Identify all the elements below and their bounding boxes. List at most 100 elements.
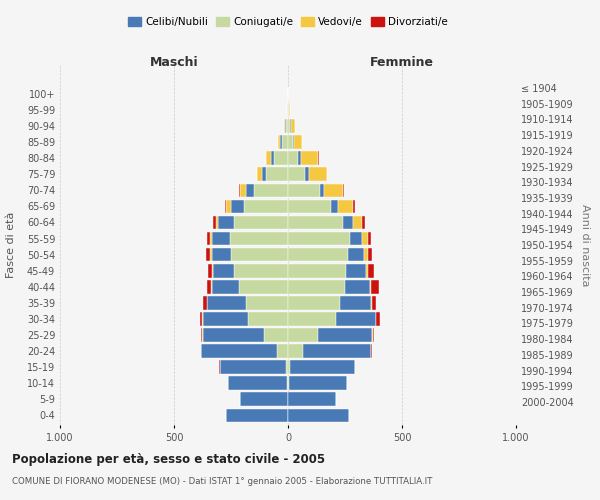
Bar (207, 296, 246, 310)
Bar (317, 328, 373, 342)
Bar (214, 216, 216, 230)
Bar (208, 264, 212, 278)
Bar (218, 216, 235, 230)
Bar (212, 248, 231, 262)
Bar (280, 136, 283, 149)
Bar (290, 360, 355, 374)
Bar (305, 168, 308, 181)
Text: Femmine: Femmine (370, 56, 434, 69)
Bar (286, 360, 288, 374)
Y-axis label: Fasce di età: Fasce di età (5, 212, 16, 278)
Bar (343, 216, 353, 230)
Bar (293, 136, 295, 149)
Text: COMUNE DI FIORANO MODENESE (MO) - Dati ISTAT 1° gennaio 2005 - Elaborazione TUTT: COMUNE DI FIORANO MODENESE (MO) - Dati I… (12, 478, 433, 486)
Bar (343, 184, 344, 197)
Bar (235, 216, 288, 230)
Bar (289, 376, 347, 390)
Bar (212, 232, 230, 245)
Bar (202, 344, 277, 358)
Bar (246, 296, 288, 310)
Bar (248, 312, 288, 326)
Bar (320, 184, 325, 197)
Bar (231, 200, 244, 213)
Bar (371, 296, 372, 310)
Bar (371, 280, 379, 293)
Bar (288, 103, 289, 117)
Bar (262, 168, 266, 181)
Bar (353, 216, 362, 230)
Bar (338, 200, 353, 213)
Bar (211, 232, 212, 245)
Bar (200, 312, 202, 326)
Bar (288, 184, 320, 197)
Bar (288, 216, 343, 230)
Bar (289, 103, 290, 117)
Bar (308, 168, 327, 181)
Text: Maschi: Maschi (149, 56, 199, 69)
Bar (288, 136, 293, 149)
Bar (226, 200, 231, 213)
Bar (231, 248, 288, 262)
Bar (368, 264, 373, 278)
Bar (266, 152, 271, 165)
Bar (288, 280, 345, 293)
Bar (230, 232, 288, 245)
Legend: Celibi/Nubili, Coniugati/e, Vedovi/e, Divorziati/e: Celibi/Nubili, Coniugati/e, Vedovi/e, Di… (124, 12, 452, 31)
Bar (288, 360, 290, 374)
Bar (350, 232, 362, 245)
Bar (362, 216, 365, 230)
Bar (290, 119, 292, 133)
Bar (220, 360, 286, 374)
Bar (288, 312, 336, 326)
Bar (224, 200, 226, 213)
Bar (277, 344, 288, 358)
Bar (278, 136, 280, 149)
Bar (203, 296, 207, 310)
Bar (287, 103, 288, 117)
Bar (368, 248, 373, 262)
Bar (206, 248, 211, 262)
Bar (226, 408, 287, 422)
Bar (340, 296, 371, 310)
Bar (207, 232, 211, 245)
Bar (292, 119, 295, 133)
Bar (301, 152, 318, 165)
Bar (288, 232, 350, 245)
Bar (244, 200, 288, 213)
Bar (288, 296, 340, 310)
Bar (288, 200, 331, 213)
Bar (288, 376, 289, 390)
Bar (203, 312, 248, 326)
Bar (206, 280, 211, 293)
Bar (213, 264, 235, 278)
Bar (288, 344, 303, 358)
Bar (239, 392, 287, 406)
Bar (346, 264, 365, 278)
Bar (235, 264, 288, 278)
Bar (283, 136, 288, 149)
Bar (349, 248, 364, 262)
Bar (216, 216, 218, 230)
Bar (303, 344, 371, 358)
Bar (212, 280, 239, 293)
Bar (287, 376, 288, 390)
Bar (327, 168, 328, 181)
Bar (331, 200, 338, 213)
Bar (284, 119, 286, 133)
Bar (254, 184, 288, 197)
Bar (288, 248, 349, 262)
Bar (365, 264, 368, 278)
Bar (288, 328, 317, 342)
Bar (274, 152, 288, 165)
Bar (288, 264, 346, 278)
Bar (373, 328, 374, 342)
Bar (362, 232, 368, 245)
Bar (201, 328, 202, 342)
Bar (239, 184, 240, 197)
Bar (288, 152, 298, 165)
Bar (240, 184, 246, 197)
Bar (246, 184, 254, 197)
Bar (295, 136, 302, 149)
Bar (286, 119, 288, 133)
Bar (345, 280, 370, 293)
